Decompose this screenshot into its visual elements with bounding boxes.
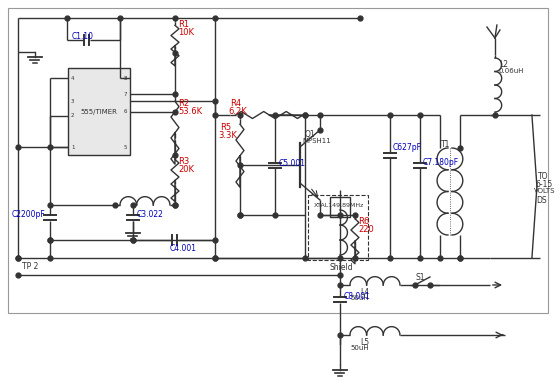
Bar	[8, 8, 548, 313]
Text: 50uH: 50uH	[351, 345, 369, 351]
Bar	[68, 68, 130, 155]
Text: R2: R2	[178, 99, 189, 108]
Bar	[308, 195, 368, 260]
Text: C4.001: C4.001	[170, 244, 197, 253]
Text: VOLTS: VOLTS	[534, 188, 556, 194]
Text: 6: 6	[124, 109, 127, 114]
Text: R5: R5	[220, 123, 231, 132]
Text: C2200pF: C2200pF	[12, 210, 46, 219]
Text: 6.2K: 6.2K	[228, 107, 247, 116]
Text: T1: T1	[441, 140, 451, 149]
Text: 6-15: 6-15	[536, 179, 553, 188]
Text: 5: 5	[124, 145, 127, 149]
Text: DS: DS	[536, 196, 547, 204]
Text: 50uH: 50uH	[351, 295, 369, 301]
Text: 10K: 10K	[178, 28, 194, 37]
Text: 3: 3	[71, 99, 74, 104]
Text: 53.6K: 53.6K	[178, 107, 202, 116]
Text: L4: L4	[361, 288, 370, 297]
Bar	[330, 197, 350, 217]
Text: C8.001: C8.001	[344, 292, 371, 301]
Text: 555/TIMER: 555/TIMER	[81, 109, 118, 115]
Text: 0.06uH: 0.06uH	[499, 68, 524, 74]
Text: R1: R1	[178, 20, 189, 29]
Text: 8: 8	[124, 75, 127, 81]
Text: C7.180pF: C7.180pF	[423, 158, 459, 167]
Text: C3.022: C3.022	[137, 210, 164, 219]
Text: S1: S1	[415, 273, 424, 282]
Text: C1.10: C1.10	[72, 32, 94, 41]
Text: 3.3K: 3.3K	[218, 131, 237, 140]
Text: 220: 220	[358, 225, 374, 234]
Text: Q1: Q1	[305, 130, 316, 139]
Text: 1: 1	[71, 145, 74, 149]
Text: TP 2: TP 2	[22, 262, 39, 271]
Text: TO: TO	[538, 172, 548, 181]
Text: 2: 2	[71, 113, 74, 118]
Text: R6: R6	[358, 217, 369, 226]
Text: R3: R3	[178, 157, 189, 166]
Text: Shield: Shield	[330, 263, 353, 272]
Text: L5: L5	[361, 338, 370, 347]
Text: C5.001: C5.001	[279, 158, 306, 167]
Text: L2: L2	[499, 60, 508, 69]
Text: 20K: 20K	[178, 165, 194, 174]
Text: C627pF: C627pF	[393, 143, 422, 152]
Text: 4: 4	[71, 75, 74, 81]
Text: XTAL149.89MHz: XTAL149.89MHz	[314, 203, 365, 208]
Text: R4: R4	[230, 99, 241, 108]
Text: MPSH11: MPSH11	[302, 138, 331, 144]
Text: 7: 7	[124, 91, 127, 97]
